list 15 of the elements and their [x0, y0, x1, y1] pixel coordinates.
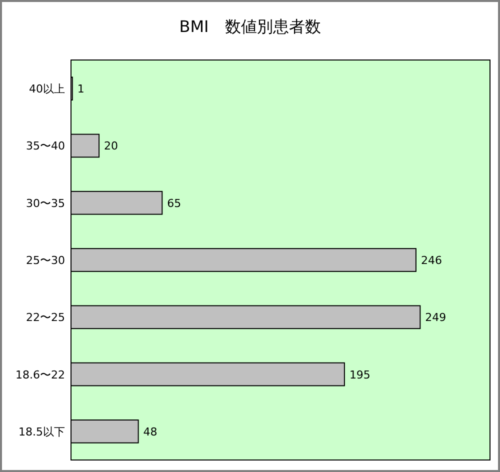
chart-title: BMI 数値別患者数: [179, 17, 321, 36]
data-label: 1: [77, 82, 84, 96]
y-tick-label: 40以上: [29, 82, 65, 96]
data-label: 65: [167, 196, 182, 210]
data-label: 20: [104, 140, 118, 153]
data-label: 246: [420, 254, 442, 267]
data-label: 249: [425, 311, 446, 324]
data-label: 48: [143, 425, 158, 438]
y-tick-label: 35〜40: [26, 140, 65, 153]
y-tick-label: 18.6〜22: [16, 368, 65, 382]
y-tick-label: 30〜35: [26, 196, 65, 210]
y-tick-label: 25〜30: [26, 254, 65, 267]
data-label: 195: [349, 368, 370, 382]
y-tick-label: 22〜25: [26, 311, 65, 324]
y-tick-label: 18.5以下: [18, 425, 65, 438]
